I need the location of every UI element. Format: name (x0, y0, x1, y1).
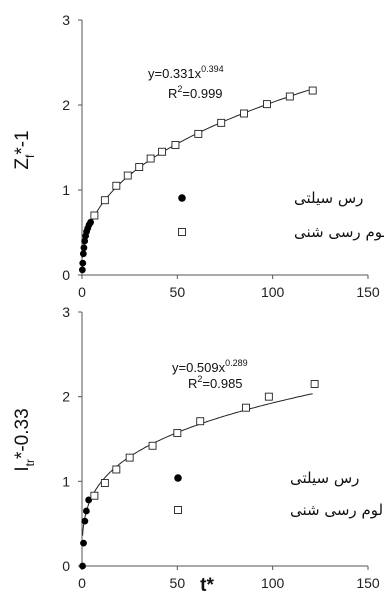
x-axis-label: t* (200, 575, 214, 596)
data-point-square (311, 380, 318, 387)
data-point-square (197, 418, 204, 425)
data-point-square (172, 141, 179, 148)
r-squared: R2=0.999 (168, 84, 223, 101)
legend-marker-circle (174, 474, 182, 482)
data-point-square (265, 393, 272, 400)
y-axis-label: Zf*-1 (12, 130, 37, 169)
legend-label: لوم رسی شنی (294, 223, 384, 241)
data-point-circle (80, 540, 87, 547)
y-axis-label: Itr*-0.33 (12, 408, 37, 471)
data-point-circle (83, 508, 90, 515)
y-tick-label: 2 (62, 389, 70, 405)
x-tick-label: 100 (261, 575, 285, 591)
y-tick-label: 1 (62, 473, 70, 489)
data-point-square (136, 164, 143, 171)
data-point-square (263, 101, 270, 108)
data-point-square (286, 93, 293, 100)
x-tick-label: 150 (356, 284, 380, 300)
legend-marker-square (175, 507, 182, 514)
data-point-circle (87, 219, 94, 226)
y-tick-label: 2 (62, 97, 70, 113)
data-point-square (195, 130, 202, 137)
x-tick-label: 0 (78, 575, 86, 591)
r-squared: R2=0.985 (188, 374, 243, 391)
data-point-circle (81, 518, 88, 525)
data-point-square (101, 480, 108, 487)
data-point-square (309, 87, 316, 94)
y-tick-label: 0 (62, 558, 70, 574)
chart-1: 0 1 2 3 0 50 100 150 y=0.331x0.394 R2=0.999 رس سیل… (12, 12, 384, 300)
x-tick-label: 0 (78, 284, 86, 300)
fit-equation: y=0.331x0.394 (148, 64, 224, 81)
legend-label: رس سیلتی (290, 469, 359, 487)
data-point-square (113, 182, 120, 189)
fit-curve (83, 394, 313, 536)
data-point-circle (79, 260, 86, 267)
legend-label: لوم رسی شنی (290, 501, 383, 519)
y-tick-label: 3 (62, 304, 70, 320)
data-point-square (242, 404, 249, 411)
data-point-circle (81, 244, 88, 251)
data-point-square (91, 212, 98, 219)
data-point-square (159, 148, 166, 155)
legend-marker-circle (178, 194, 186, 202)
y-tick-label: 1 (62, 182, 70, 198)
data-point-circle (79, 563, 86, 570)
x-tick-label: 150 (356, 575, 380, 591)
data-point-square (113, 466, 120, 473)
data-point-circle (80, 250, 87, 257)
data-point-square (174, 430, 181, 437)
data-point-square (126, 454, 133, 461)
data-point-square (218, 119, 225, 126)
fit-curve (83, 89, 313, 258)
data-point-square (101, 197, 108, 204)
legend-marker-square (179, 229, 186, 236)
data-point-square (147, 155, 154, 162)
x-tick-label: 100 (261, 284, 285, 300)
x-tick-label: 50 (170, 575, 186, 591)
x-tick-label: 50 (170, 284, 186, 300)
fit-equation: y=0.509x0.289 (172, 358, 248, 375)
data-point-square (149, 442, 156, 449)
y-tick-label: 0 (62, 267, 70, 283)
data-point-square (241, 110, 248, 117)
data-point-square (124, 172, 131, 179)
data-point-square (91, 492, 98, 499)
data-point-circle (79, 267, 86, 274)
y-tick-label: 3 (62, 12, 70, 28)
legend-label: رس سیلتی (294, 189, 363, 207)
